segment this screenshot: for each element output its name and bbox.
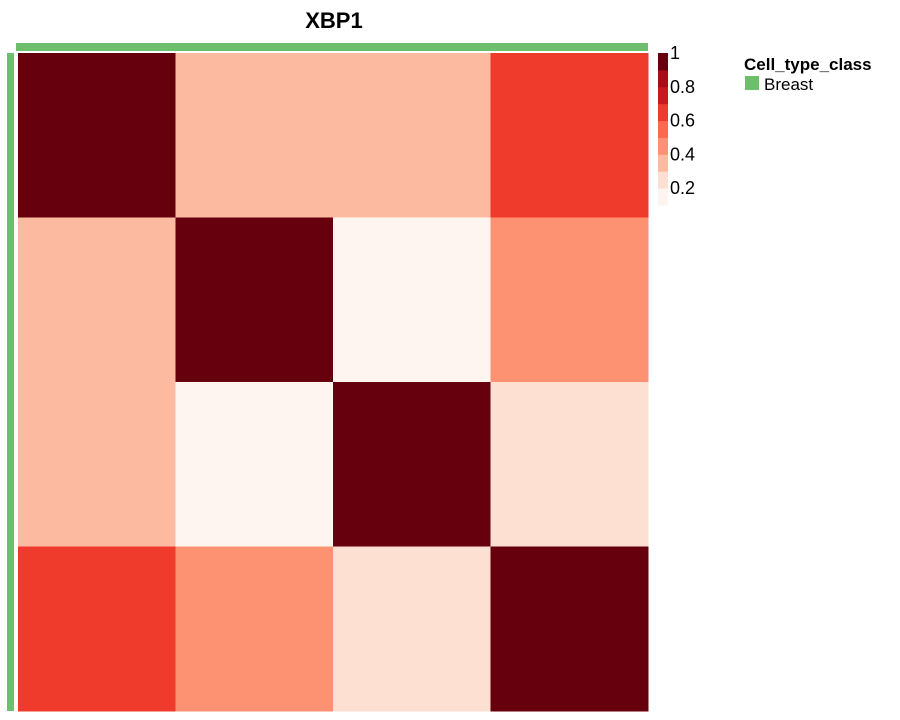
chart-title: XBP1 bbox=[305, 8, 362, 33]
heatmap-cell-r1-c4 bbox=[490, 53, 649, 218]
heatmap-cell-r4-c2 bbox=[175, 546, 334, 712]
colorbar-tick-label-3: 0.6 bbox=[670, 111, 695, 131]
heatmap-cell-r2-c1 bbox=[18, 217, 176, 383]
column-annotation-bar bbox=[16, 43, 648, 51]
heatmap-cell-r3-c2 bbox=[175, 382, 334, 547]
legend-swatch-breast bbox=[745, 76, 759, 90]
colorbar-segment-7 bbox=[658, 86, 668, 105]
heatmap-cells bbox=[18, 53, 649, 712]
heatmap-cell-r4-c4 bbox=[490, 546, 649, 712]
colorbar-tick-label-2: 0.8 bbox=[670, 77, 695, 97]
row-annotation-bar bbox=[7, 53, 14, 711]
colorbar-tick-label-5: 0.2 bbox=[670, 178, 695, 198]
colorbar-segment-3 bbox=[658, 154, 668, 172]
colorbar-segment-5 bbox=[658, 120, 668, 138]
row-annotation-breast bbox=[7, 53, 14, 711]
colorbar: 1 0.8 0.6 0.4 0.2 bbox=[658, 43, 695, 206]
heatmap-cell-r4-c1 bbox=[18, 546, 176, 712]
colorbar-segment-9 bbox=[658, 53, 668, 71]
heatmap-cell-r2-c4 bbox=[490, 217, 649, 383]
colorbar-segment-8 bbox=[658, 69, 668, 88]
colorbar-segment-4 bbox=[658, 137, 668, 155]
legend-label-breast: Breast bbox=[764, 75, 813, 94]
colorbar-tick-label-4: 0.4 bbox=[670, 144, 695, 164]
heatmap-cell-r2-c3 bbox=[333, 217, 491, 383]
heatmap-cell-r4-c3 bbox=[333, 546, 491, 712]
heatmap-cell-r2-c2 bbox=[175, 217, 334, 383]
heatmap-cell-r3-c3 bbox=[333, 382, 491, 547]
column-annotation-breast bbox=[16, 43, 648, 51]
colorbar-segment-6 bbox=[658, 103, 668, 122]
colorbar-segment-2 bbox=[658, 171, 668, 189]
colorbar-tick-label-1: 1 bbox=[670, 43, 680, 63]
annotation-legend: Cell_type_class Breast bbox=[744, 55, 872, 94]
heatmap-cell-r1-c2 bbox=[175, 53, 334, 218]
heatmap-cell-r3-c1 bbox=[18, 382, 176, 547]
colorbar-segment-1 bbox=[658, 188, 668, 206]
legend-title: Cell_type_class bbox=[744, 55, 872, 74]
heatmap-cell-r1-c1 bbox=[18, 53, 176, 218]
heatmap-cell-r3-c4 bbox=[490, 382, 649, 547]
heatmap-cell-r1-c3 bbox=[333, 53, 491, 218]
